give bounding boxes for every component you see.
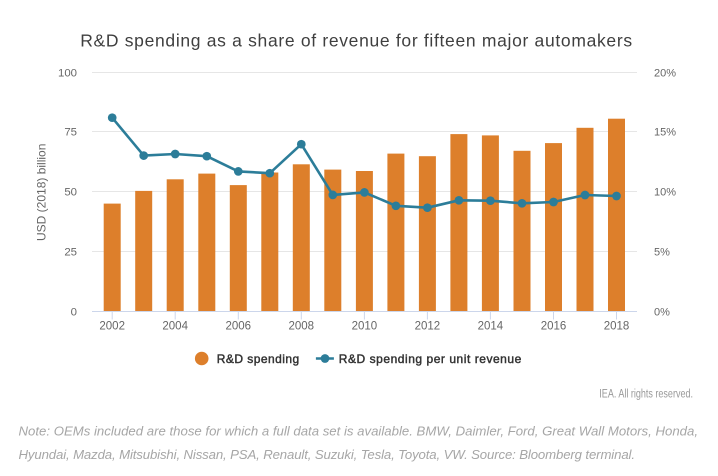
svg-text:2016: 2016 xyxy=(541,321,567,333)
svg-text:10%: 10% xyxy=(654,187,676,199)
svg-text:R&D spending as a share of rev: R&D spending as a share of revenue for f… xyxy=(80,31,633,51)
svg-text:15%: 15% xyxy=(654,127,676,139)
svg-text:0%: 0% xyxy=(654,307,670,319)
svg-text:2004: 2004 xyxy=(162,321,188,333)
svg-text:2010: 2010 xyxy=(352,321,378,333)
svg-text:IEA. All rights reserved.: IEA. All rights reserved. xyxy=(599,388,693,400)
svg-text:25: 25 xyxy=(64,247,77,259)
svg-text:2008: 2008 xyxy=(289,321,315,333)
svg-text:R&D spending: R&D spending xyxy=(217,352,299,366)
svg-text:2012: 2012 xyxy=(415,321,441,333)
svg-text:0: 0 xyxy=(71,307,77,319)
svg-text:Hyundai, Mazda, Mitsubishi, Ni: Hyundai, Mazda, Mitsubishi, Nissan, PSA,… xyxy=(19,447,636,462)
svg-text:50: 50 xyxy=(64,187,77,199)
svg-text:Note: OEMs included are those: Note: OEMs included are those for which … xyxy=(19,424,699,439)
svg-text:R&D spending per unit revenue: R&D spending per unit revenue xyxy=(339,352,522,366)
svg-text:2014: 2014 xyxy=(478,321,504,333)
svg-text:5%: 5% xyxy=(654,247,670,259)
svg-text:2018: 2018 xyxy=(604,321,630,333)
svg-text:2006: 2006 xyxy=(226,321,252,333)
svg-text:75: 75 xyxy=(64,127,77,139)
svg-text:2002: 2002 xyxy=(99,321,125,333)
svg-text:USD (2018) billion: USD (2018) billion xyxy=(34,144,48,241)
svg-text:20%: 20% xyxy=(654,68,676,80)
svg-text:100: 100 xyxy=(58,68,77,80)
